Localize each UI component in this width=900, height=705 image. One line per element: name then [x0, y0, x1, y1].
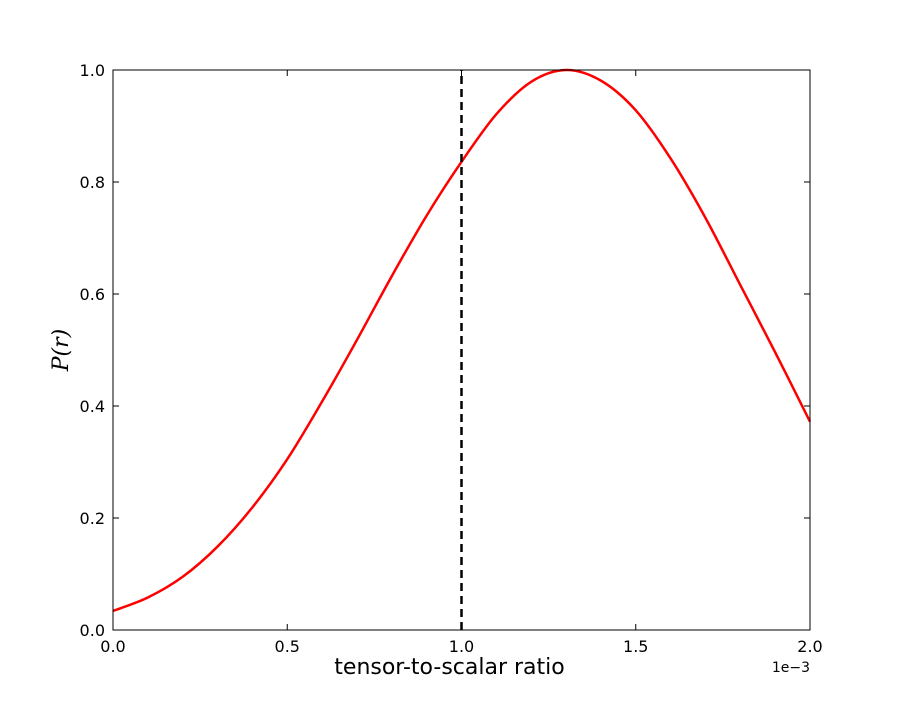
plot-content — [112, 68, 812, 630]
y-tick-label: 0.4 — [80, 397, 105, 416]
y-axis-label: P(r) — [49, 329, 74, 373]
x-tick-label: 1.0 — [449, 637, 474, 656]
x-tick-label: 2.0 — [797, 637, 822, 656]
x-tick-label: 0.5 — [275, 637, 300, 656]
y-tick-label: 0.6 — [80, 285, 105, 304]
x-tick-label: 0.0 — [100, 637, 125, 656]
axis-ticks — [112, 69, 811, 631]
y-tick-label: 0.8 — [80, 173, 105, 192]
y-tick-label: 1.0 — [80, 61, 105, 80]
tick-labels: 0.0 0.5 1.0 1.5 2.0 0.0 0.2 0.4 0.6 0.8 1.0 — [80, 61, 823, 656]
x-tick-label: 1.5 — [623, 637, 648, 656]
x-axis-offset-label: 1e−3 — [772, 660, 810, 676]
x-axis-label: tensor-to-scalar ratio — [334, 655, 564, 680]
y-tick-label: 0.0 — [80, 621, 105, 640]
y-tick-label: 0.2 — [80, 509, 105, 528]
